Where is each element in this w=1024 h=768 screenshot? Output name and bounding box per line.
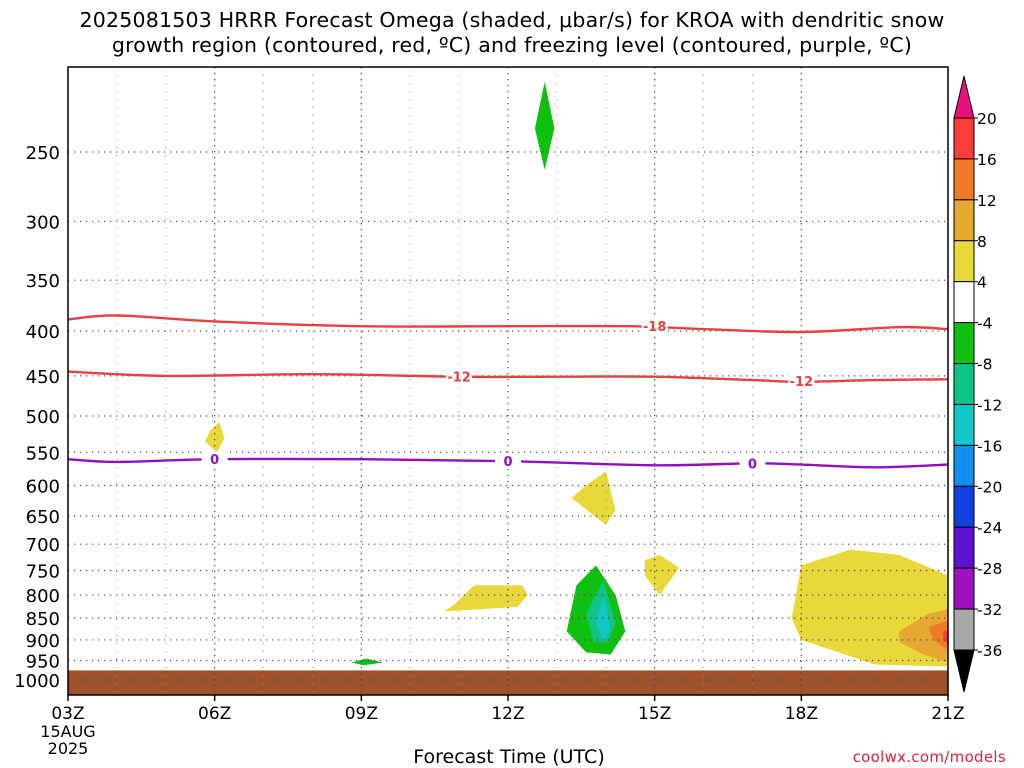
y-tick-label-350: 350: [26, 271, 60, 292]
x-tick-label-03Z: 03Z: [51, 704, 84, 724]
contour-label-bg: [788, 372, 815, 389]
colorbar-band-10: [953, 526, 975, 569]
y-tick-label-950: 950: [26, 652, 60, 673]
grid-layer: [68, 67, 948, 695]
y-tick-label-600: 600: [26, 476, 60, 497]
y-tick-label-400: 400: [26, 322, 60, 343]
colorbar-band-6: [953, 363, 975, 405]
y-tick-label-850: 850: [26, 609, 60, 630]
colorbar-band-9: [953, 485, 975, 528]
chart-title-line1: 2025081503 HRRR Forecast Omega (shaded, …: [79, 8, 945, 32]
contour-line--18: [67, 314, 949, 334]
colorbar-label-10: -24: [977, 519, 1002, 537]
contour-line--12: [67, 370, 949, 384]
chart-title-line2: growth region (contoured, red, ºC) and f…: [111, 33, 913, 57]
omega-region-7: [928, 620, 948, 651]
contour-label-0-0: 0: [210, 453, 219, 468]
y-tick-label-750: 750: [26, 561, 60, 582]
colorbar-band-2: [953, 199, 975, 242]
colorbar-band-0: [953, 117, 975, 160]
omega-region-1: [204, 422, 225, 453]
colorbar-label-7: -12: [977, 396, 1002, 414]
y-tick-label-800: 800: [26, 586, 60, 607]
y-tick-label-550: 550: [26, 443, 60, 464]
omega-region-2: [571, 471, 616, 525]
y-tick-label-1000: 1000: [14, 671, 60, 692]
colorbar-band-1: [953, 158, 975, 201]
y-tick-label-500: 500: [26, 407, 60, 428]
contour-label-0-1: 0: [503, 455, 512, 470]
omega-region-0: [534, 81, 555, 170]
colorbar-band-5: [953, 322, 975, 365]
x-start-label-0: 15AUG: [40, 722, 95, 741]
contour-label-bg: [739, 455, 766, 472]
y-tick-label-700: 700: [26, 535, 60, 556]
colorbar-band-11: [953, 567, 975, 610]
colorbar-label-12: -32: [977, 601, 1002, 619]
axes-layer: 2503003504004505005506006507007508008509…: [14, 66, 965, 758]
omega-region-4: [644, 554, 680, 596]
x-tick-label-12Z: 12Z: [491, 704, 524, 724]
colorbar-top-triangle: [953, 75, 975, 119]
colorbar-label-8: -16: [977, 437, 1002, 455]
credit-link[interactable]: coolwx.com/models: [852, 748, 1006, 766]
y-tick-label-900: 900: [26, 631, 60, 652]
colorbar-band-7: [953, 403, 975, 446]
colorbar-label-11: -28: [977, 560, 1002, 578]
x-start-label-1: 2025: [48, 739, 89, 758]
terrain-fill: [68, 670, 948, 695]
colorbar-bottom-triangle: [953, 649, 975, 693]
y-tick-label-300: 300: [26, 212, 60, 233]
contour-label-0-2: 0: [748, 457, 757, 472]
colorbar-label-2: 12: [977, 192, 997, 210]
omega-region-12: [351, 658, 384, 666]
contour-label--18-0: -18: [643, 320, 667, 335]
y-tick-label-650: 650: [26, 507, 60, 528]
colorbar-label-3: 8: [977, 233, 987, 251]
y-tick-label-250: 250: [26, 143, 60, 164]
contour-line-0: [67, 457, 949, 469]
colorbar-band-4: [953, 281, 975, 324]
colorbar-label-5: -4: [977, 315, 992, 333]
x-tick-label-21Z: 21Z: [931, 704, 964, 724]
colorbar-band-3: [953, 240, 975, 283]
colorbar-label-13: -36: [977, 642, 1002, 660]
terrain-layer: [68, 670, 948, 695]
colorbar-label-0: 20: [977, 110, 997, 128]
colorbar: 20 16 12 8 4 -4 -8 -12 -16 -20 -24 -28 -32 -36: [953, 75, 1002, 693]
contour-label-bg: [446, 368, 473, 385]
x-tick-label-15Z: 15Z: [638, 704, 671, 724]
y-tick-label-450: 450: [26, 367, 60, 388]
colorbar-label-1: 16: [977, 151, 997, 169]
x-tick-label-18Z: 18Z: [785, 704, 818, 724]
omega-shading-layer: [204, 81, 948, 667]
x-tick-label-06Z: 06Z: [198, 704, 231, 724]
contour-label--12-0: -12: [447, 371, 471, 386]
chart-title: 2025081503 HRRR Forecast Omega (shaded, …: [0, 8, 1024, 58]
omega-region-11: [596, 595, 611, 642]
colorbar-label-6: -8: [977, 356, 992, 374]
contour-label-bg: [641, 318, 668, 335]
omega-region-3: [444, 585, 528, 612]
omega-region-6: [899, 609, 948, 663]
x-axis-title: Forecast Time (UTC): [413, 746, 605, 768]
contour-label-bg: [201, 451, 228, 468]
colorbar-label-4: 4: [977, 274, 987, 292]
x-tick-label-09Z: 09Z: [345, 704, 378, 724]
contour-label-bg: [495, 453, 521, 470]
colorbar-band-8: [953, 444, 975, 487]
contour-label--12-1: -12: [790, 375, 814, 390]
colorbar-band-12: [953, 608, 975, 651]
contour-layer: -18 -12 -12 0 0 0: [67, 314, 949, 472]
colorbar-label-9: -20: [977, 478, 1002, 496]
